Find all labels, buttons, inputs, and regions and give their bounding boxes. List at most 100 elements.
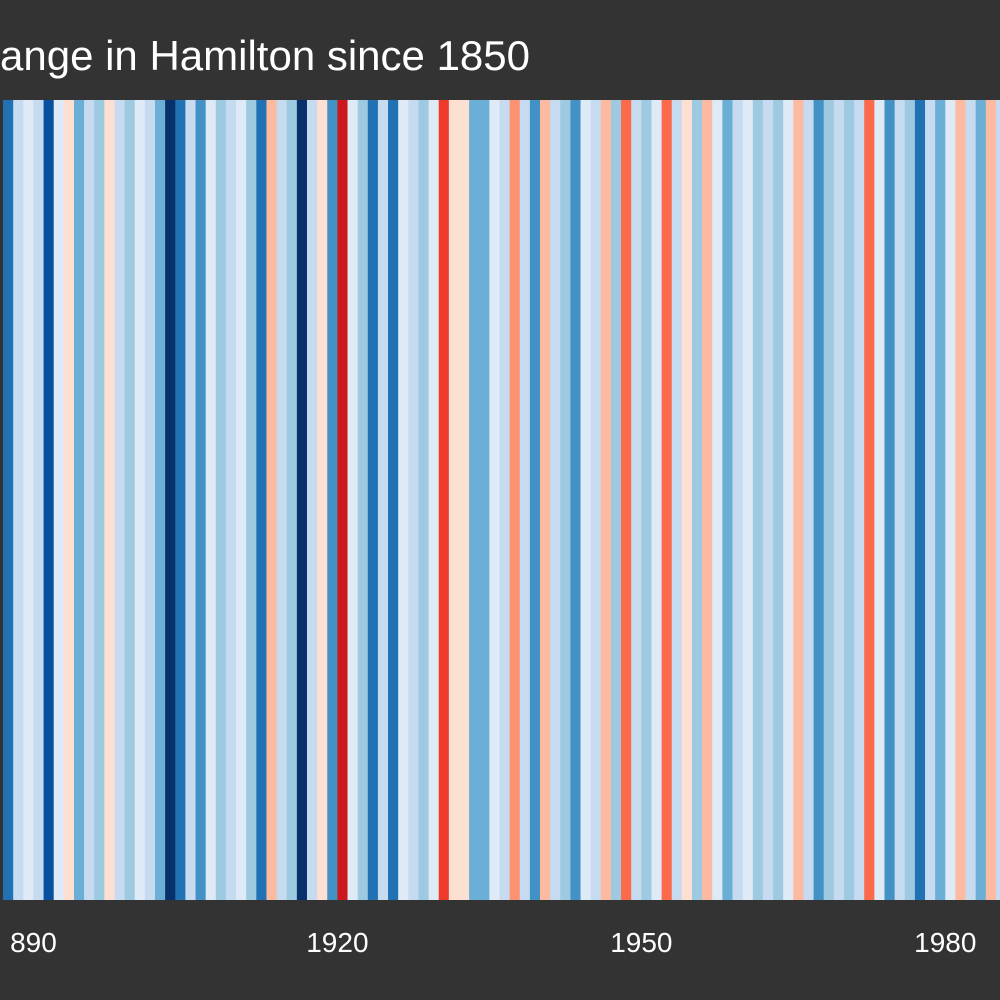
stripe — [13, 100, 24, 900]
x-tick-label: 1950 — [610, 927, 672, 958]
stripe — [641, 100, 653, 900]
stripe — [661, 100, 673, 900]
stripe — [347, 100, 359, 900]
stripe — [935, 100, 946, 900]
stripe — [327, 100, 338, 900]
stripe — [104, 100, 116, 900]
stripe — [550, 100, 561, 900]
stripe — [833, 100, 845, 900]
stripe — [925, 100, 936, 900]
stripe — [732, 100, 744, 900]
stripe — [43, 100, 55, 900]
stripe — [408, 100, 420, 900]
stripe — [610, 100, 622, 900]
stripe — [23, 100, 35, 900]
stripe — [793, 100, 805, 900]
stripe — [540, 100, 551, 900]
stripe — [651, 100, 663, 900]
stripe — [995, 100, 1000, 900]
stripe — [985, 100, 997, 900]
stripe — [3, 100, 14, 900]
stripe — [803, 100, 815, 900]
stripe — [94, 100, 105, 900]
stripe — [479, 100, 490, 900]
stripe — [185, 100, 197, 900]
stripe — [904, 100, 916, 900]
chart-title: ange in Hamilton since 1850 — [0, 32, 530, 79]
stripe — [73, 100, 85, 900]
stripe — [742, 100, 754, 900]
stripe — [843, 100, 855, 900]
stripe — [428, 100, 440, 900]
stripe — [884, 100, 896, 900]
stripe — [33, 100, 45, 900]
stripe — [256, 100, 268, 900]
stripe — [945, 100, 957, 900]
stripe — [509, 100, 521, 900]
stripe — [671, 100, 683, 900]
stripe — [469, 100, 480, 900]
stripe — [489, 100, 501, 900]
stripe — [195, 100, 207, 900]
stripe — [266, 100, 278, 900]
stripe — [337, 100, 349, 900]
stripe — [874, 100, 886, 900]
stripe — [317, 100, 328, 900]
stripe — [134, 100, 146, 900]
stripe — [854, 100, 865, 900]
stripe — [124, 100, 136, 900]
stripe — [296, 100, 308, 900]
stripe — [965, 100, 977, 900]
stripe — [53, 100, 65, 900]
stripe — [702, 100, 713, 900]
stripe — [236, 100, 247, 900]
stripe — [894, 100, 906, 900]
stripe — [631, 100, 642, 900]
stripe — [165, 100, 176, 900]
stripe — [175, 100, 187, 900]
stripe — [398, 100, 409, 900]
stripe — [63, 100, 75, 900]
stripe — [560, 100, 572, 900]
stripe — [215, 100, 227, 900]
stripe — [712, 100, 723, 900]
stripe — [762, 100, 774, 900]
stripe — [205, 100, 217, 900]
stripe — [144, 100, 156, 900]
stripe — [418, 100, 430, 900]
stripe — [529, 100, 541, 900]
stripe — [783, 100, 794, 900]
stripe — [225, 100, 237, 900]
stripe — [246, 100, 257, 900]
stripe — [621, 100, 632, 900]
stripe — [823, 100, 835, 900]
stripe — [499, 100, 511, 900]
stripe — [448, 100, 460, 900]
x-tick-label: 890 — [10, 927, 57, 958]
stripe — [691, 100, 703, 900]
stripe — [570, 100, 582, 900]
stripe — [519, 100, 531, 900]
stripe — [600, 100, 612, 900]
stripe — [813, 100, 825, 900]
stripe — [458, 100, 470, 900]
stripe — [84, 100, 95, 900]
stripe — [438, 100, 450, 900]
stripe — [955, 100, 967, 900]
stripe — [377, 100, 389, 900]
stripe — [114, 100, 126, 900]
stripe — [975, 100, 987, 900]
stripe — [752, 100, 764, 900]
stripe — [590, 100, 602, 900]
stripe — [681, 100, 693, 900]
stripe — [722, 100, 734, 900]
stripe — [367, 100, 379, 900]
x-tick-label: 1980 — [914, 927, 976, 958]
stripe — [388, 100, 399, 900]
stripe — [155, 100, 166, 900]
stripe — [580, 100, 592, 900]
stripe — [357, 100, 369, 900]
stripe — [773, 100, 784, 900]
x-tick-label: 1920 — [306, 927, 368, 958]
